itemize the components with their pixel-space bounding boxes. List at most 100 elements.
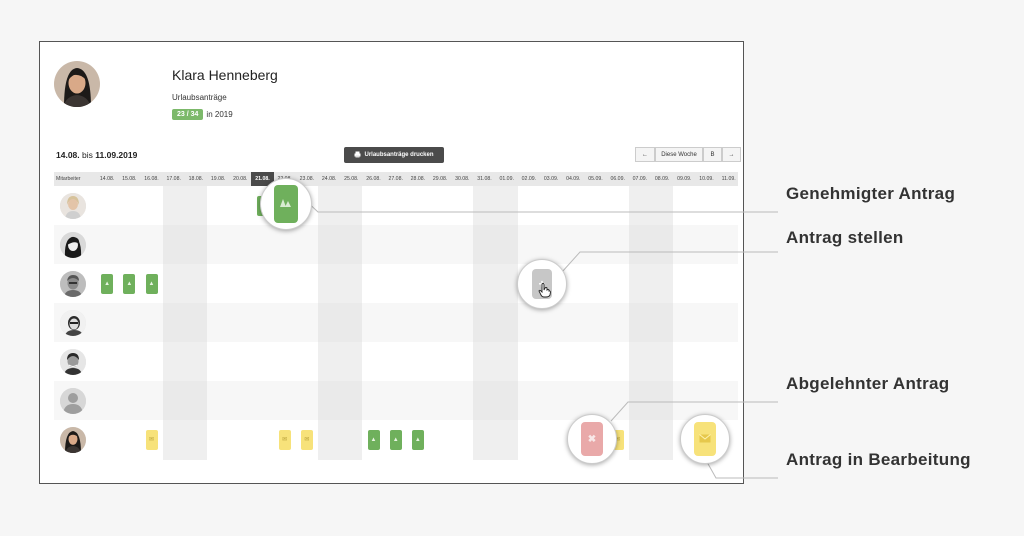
- week-navigation: ← Diese Woche B →: [635, 147, 741, 162]
- employee-row: [54, 303, 738, 342]
- employee-row: [54, 381, 738, 420]
- rejected-request-magnifier: ✖: [567, 414, 617, 464]
- pending-request-large[interactable]: [694, 422, 716, 456]
- count-badge: 23 / 34: [172, 109, 204, 120]
- avatar: [54, 61, 100, 107]
- date-header-cell: 15.08.: [122, 176, 137, 182]
- tree-icon: ▲: [148, 280, 155, 287]
- envelope-icon: ✉: [304, 437, 310, 443]
- create-request-magnifier: +: [517, 259, 567, 309]
- date-bis: bis: [82, 150, 93, 160]
- pending-request[interactable]: ✉: [145, 429, 158, 450]
- approved-request-large[interactable]: [274, 185, 298, 223]
- calendar-header: Mitarbeiter 14.08. 15.08. 16.08. 17.08. 18.0…: [54, 172, 738, 186]
- vacation-calendar: Mitarbeiter 14.08. 15.08. 16.08. 17.08. 18.0…: [54, 172, 738, 462]
- employee-avatar[interactable]: [60, 192, 86, 219]
- approved-request[interactable]: ▲: [145, 273, 158, 294]
- callout-rejected: Abgelehnter Antrag: [786, 374, 950, 393]
- date-to: 11.09.2019: [95, 150, 138, 160]
- employee-avatar[interactable]: [60, 309, 86, 336]
- envelope-icon: [699, 430, 711, 448]
- date-header-cell: 07.09.: [632, 176, 648, 182]
- date-header-cell: 21.08.: [251, 172, 274, 186]
- employee-row: [54, 225, 738, 264]
- print-requests-button[interactable]: Urlaubsanträge drucken: [344, 147, 444, 163]
- pending-request-magnifier: [680, 414, 730, 464]
- this-week-button[interactable]: Diese Woche: [655, 147, 703, 162]
- date-header-cell: 29.08.: [432, 176, 448, 182]
- approved-request-magnifier: [260, 178, 312, 230]
- callout-create: Antrag stellen: [786, 228, 904, 247]
- approved-request[interactable]: ▲: [123, 273, 136, 294]
- printer-icon: [354, 151, 361, 160]
- prev-week-button[interactable]: ←: [635, 147, 655, 162]
- date-header-cell: 31.08.: [477, 176, 492, 182]
- date-header-cell: 04.09.: [566, 176, 581, 182]
- date-header-cell: 20.08.: [233, 176, 248, 182]
- approved-request[interactable]: ▲: [101, 273, 114, 294]
- count-year: in 2019: [206, 110, 233, 119]
- create-request-cell[interactable]: +: [532, 269, 552, 299]
- weekend-column: [318, 186, 363, 460]
- weekend-column: [162, 186, 207, 460]
- user-name: Klara Henneberg: [172, 67, 278, 83]
- date-header-cell: 18.08.: [188, 176, 204, 182]
- date-header-cell: 02.09.: [521, 176, 537, 182]
- date-header-cell: 30.08.: [455, 176, 470, 182]
- tree-icon: ▲: [126, 280, 133, 287]
- pending-request[interactable]: ✉: [300, 429, 313, 450]
- date-header-cell: 16.08.: [144, 176, 159, 182]
- employee-avatar[interactable]: [60, 270, 86, 297]
- date-header-cell: 14.08.: [99, 176, 115, 182]
- tree-icon: ▲: [414, 436, 421, 443]
- date-header-cell: 01.09.: [499, 176, 514, 182]
- vacation-count: 23 / 34 in 2019: [172, 109, 233, 120]
- requests-title: Urlaubsanträge: [172, 93, 227, 102]
- date-header-cell: 03.09.: [543, 176, 559, 182]
- rejected-request-large[interactable]: ✖: [581, 422, 603, 456]
- date-range: 14.08. bis 11.09.2019: [56, 150, 137, 160]
- employee-avatar[interactable]: [60, 231, 86, 258]
- callout-pending: Antrag in Bearbeitung: [786, 450, 971, 469]
- tree-icon: ▲: [104, 280, 111, 287]
- employee-avatar[interactable]: [60, 426, 86, 453]
- envelope-icon: ✉: [282, 437, 288, 443]
- next-week-button[interactable]: →: [722, 147, 741, 162]
- app-window: Klara Henneberg Urlaubsanträge 23 / 34 i…: [39, 41, 744, 484]
- date-header-cell: 27.08.: [388, 176, 403, 182]
- weekend-column: [473, 186, 518, 460]
- approved-request[interactable]: ▲: [389, 429, 402, 450]
- date-header-cell: 08.09.: [654, 176, 670, 182]
- tree-icon: [280, 195, 292, 213]
- date-header-cell: 10.09.: [699, 176, 714, 182]
- date-header-cell: 11.09.: [721, 176, 736, 182]
- tree-icon: ▲: [392, 436, 399, 443]
- weekend-column: [628, 186, 674, 460]
- b-button[interactable]: B: [703, 147, 722, 162]
- employee-column-header: Mitarbeiter: [56, 176, 81, 182]
- date-header-cell: 09.09.: [677, 176, 692, 182]
- approved-request[interactable]: ▲: [411, 429, 424, 450]
- date-header-cell: 05.09.: [588, 176, 603, 182]
- date-header-cell: 25.08.: [344, 176, 359, 182]
- date-header-cell: 19.08.: [210, 176, 226, 182]
- close-icon: ✖: [587, 433, 597, 445]
- date-header-cell: 26.08.: [366, 176, 381, 182]
- date-header-cell: 17.08.: [166, 176, 181, 182]
- print-requests-label: Urlaubsanträge drucken: [364, 152, 434, 158]
- employee-avatar[interactable]: [60, 348, 86, 375]
- approved-request[interactable]: ▲: [367, 429, 380, 450]
- envelope-icon: ✉: [148, 437, 155, 443]
- employee-avatar[interactable]: [60, 387, 86, 414]
- tree-icon: ▲: [370, 436, 377, 443]
- date-header-cell: 24.08.: [321, 176, 337, 182]
- date-from: 14.08.: [56, 150, 80, 160]
- callout-approved: Genehmigter Antrag: [786, 184, 956, 203]
- hand-cursor-icon: [537, 282, 553, 303]
- envelope-icon: ✉: [615, 437, 621, 443]
- date-header-cell: 06.09.: [610, 176, 625, 182]
- date-header-cell: 28.08.: [410, 176, 426, 182]
- pending-request[interactable]: ✉: [278, 429, 291, 450]
- date-header-cell: 23.08.: [299, 176, 315, 182]
